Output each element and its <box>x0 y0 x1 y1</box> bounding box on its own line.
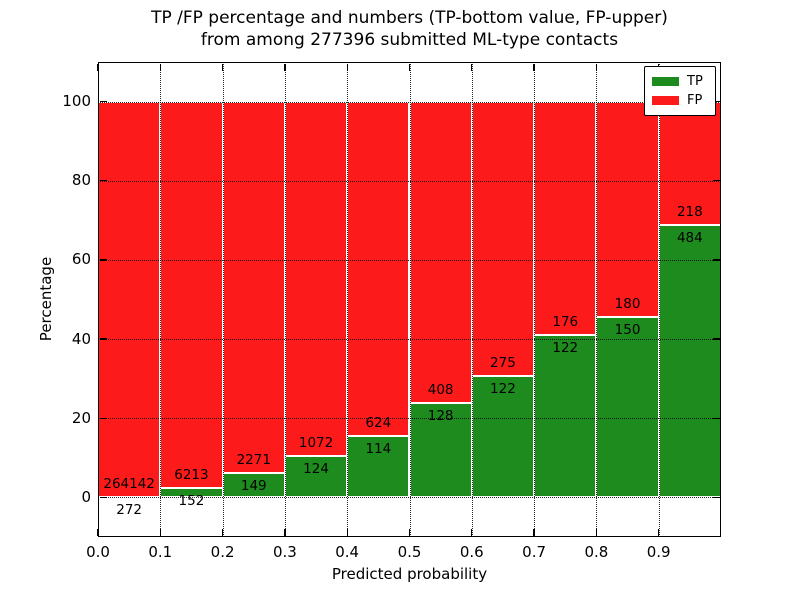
fp-count-label: 180 <box>614 296 641 313</box>
y-axis-label: Percentage <box>37 256 55 342</box>
tp-count-label: 122 <box>552 340 579 357</box>
x-tick-mark <box>408 528 411 536</box>
tp-legend-label: TP <box>687 74 703 89</box>
legend-item-fp: FP <box>652 91 708 110</box>
fp-count-label: 624 <box>365 415 392 432</box>
bar-segment-fp <box>98 101 161 497</box>
x-tick-label: 0.2 <box>210 543 235 561</box>
bar-segment-fp <box>596 101 659 318</box>
y-tick-label: 0 <box>81 487 91 506</box>
y-tick-mark <box>712 496 720 499</box>
x-tick-mark <box>159 63 161 71</box>
y-tick-mark <box>712 338 720 340</box>
x-tick-mark <box>595 528 598 536</box>
x-tick-mark <box>97 63 99 71</box>
legend: TP FP <box>644 66 716 116</box>
y-tick-label: 20 <box>71 408 91 427</box>
y-tick-mark <box>99 259 107 261</box>
x-tick-label: 0.5 <box>397 543 422 561</box>
v-gridline <box>471 62 473 537</box>
v-gridline <box>658 62 660 537</box>
y-tick-mark <box>99 338 107 340</box>
fp-count-label: 408 <box>427 381 454 398</box>
fp-count-label: 6213 <box>174 466 209 483</box>
x-tick-label: 0.4 <box>335 543 360 561</box>
y-tick-mark <box>712 417 720 419</box>
tp-count-label: 149 <box>240 478 267 495</box>
tp-count-label: 114 <box>365 441 392 458</box>
tp-count-label: 152 <box>178 492 205 509</box>
legend-item-tp: TP <box>652 72 708 91</box>
x-tick-mark <box>97 528 99 536</box>
y-tick-label: 40 <box>71 329 91 348</box>
x-tick-mark <box>284 528 286 536</box>
x-tick-label: 0.0 <box>86 543 110 561</box>
y-tick-label: 100 <box>62 92 91 111</box>
tp-count-label: 124 <box>303 461 329 478</box>
fp-legend-swatch <box>652 96 679 105</box>
bar-segment-fp <box>284 101 348 457</box>
y-tick-mark <box>712 180 720 182</box>
y-tick-label: 80 <box>71 171 91 190</box>
x-tick-mark <box>595 63 598 71</box>
bar-segment-tp <box>658 224 721 498</box>
bar-segment-fp <box>471 101 535 376</box>
v-gridline <box>160 62 162 537</box>
x-tick-mark <box>658 528 660 536</box>
tp-legend-swatch <box>652 77 679 86</box>
tp-count-label: 128 <box>427 407 454 424</box>
bar-segment-tp <box>347 436 410 498</box>
y-tick-label: 60 <box>71 250 91 269</box>
y-tick-mark <box>712 259 720 261</box>
fp-count-label: 176 <box>552 314 579 331</box>
x-tick-mark <box>221 63 224 71</box>
y-tick-mark <box>99 100 107 103</box>
fp-count-label: 264142 <box>103 476 155 492</box>
x-tick-mark <box>221 528 224 536</box>
x-tick-mark <box>408 63 411 71</box>
bar-segment-fp <box>160 101 223 488</box>
tp-count-label: 272 <box>116 502 143 518</box>
x-tick-label: 0.3 <box>272 543 297 561</box>
x-tick-label: 0.9 <box>646 543 671 561</box>
x-tick-mark <box>533 528 535 536</box>
fp-legend-label: FP <box>687 93 703 108</box>
bar-segment-tp <box>284 456 348 498</box>
bar-segment-fp <box>347 101 410 437</box>
v-gridline <box>596 62 598 537</box>
tp-count-label: 150 <box>614 322 641 339</box>
v-gridline <box>409 62 411 537</box>
fp-count-label: 2271 <box>236 452 271 469</box>
x-tick-mark <box>346 63 348 71</box>
v-gridline <box>347 62 349 537</box>
x-axis-label: Predicted probability <box>331 565 488 583</box>
x-tick-mark <box>533 63 535 71</box>
x-tick-mark <box>471 528 473 536</box>
x-tick-mark <box>159 528 161 536</box>
x-tick-mark <box>284 63 286 71</box>
bar-segment-tp <box>534 335 597 498</box>
x-tick-label: 0.8 <box>584 543 609 561</box>
y-tick-mark <box>99 496 107 499</box>
fp-count-label: 1072 <box>298 435 334 452</box>
v-gridline <box>222 62 224 537</box>
chart-title-line2: from among 277396 submitted ML-type cont… <box>200 30 619 50</box>
bar-segment-tp <box>471 375 535 498</box>
fp-count-label: 275 <box>490 354 516 371</box>
x-tick-mark <box>346 528 348 536</box>
x-tick-label: 0.6 <box>459 543 484 561</box>
v-gridline <box>284 62 286 537</box>
tp-count-label: 484 <box>676 229 703 246</box>
x-tick-mark <box>471 63 473 71</box>
y-tick-mark <box>99 417 107 419</box>
x-tick-label: 0.7 <box>522 543 547 561</box>
x-tick-label: 0.1 <box>148 543 173 561</box>
y-tick-mark <box>712 100 720 103</box>
tp-count-label: 122 <box>490 380 516 397</box>
v-gridline <box>534 62 536 537</box>
chart-title-line1: TP /FP percentage and numbers (TP-bottom… <box>151 8 668 28</box>
fp-count-label: 218 <box>676 203 703 220</box>
y-tick-mark <box>99 180 107 182</box>
